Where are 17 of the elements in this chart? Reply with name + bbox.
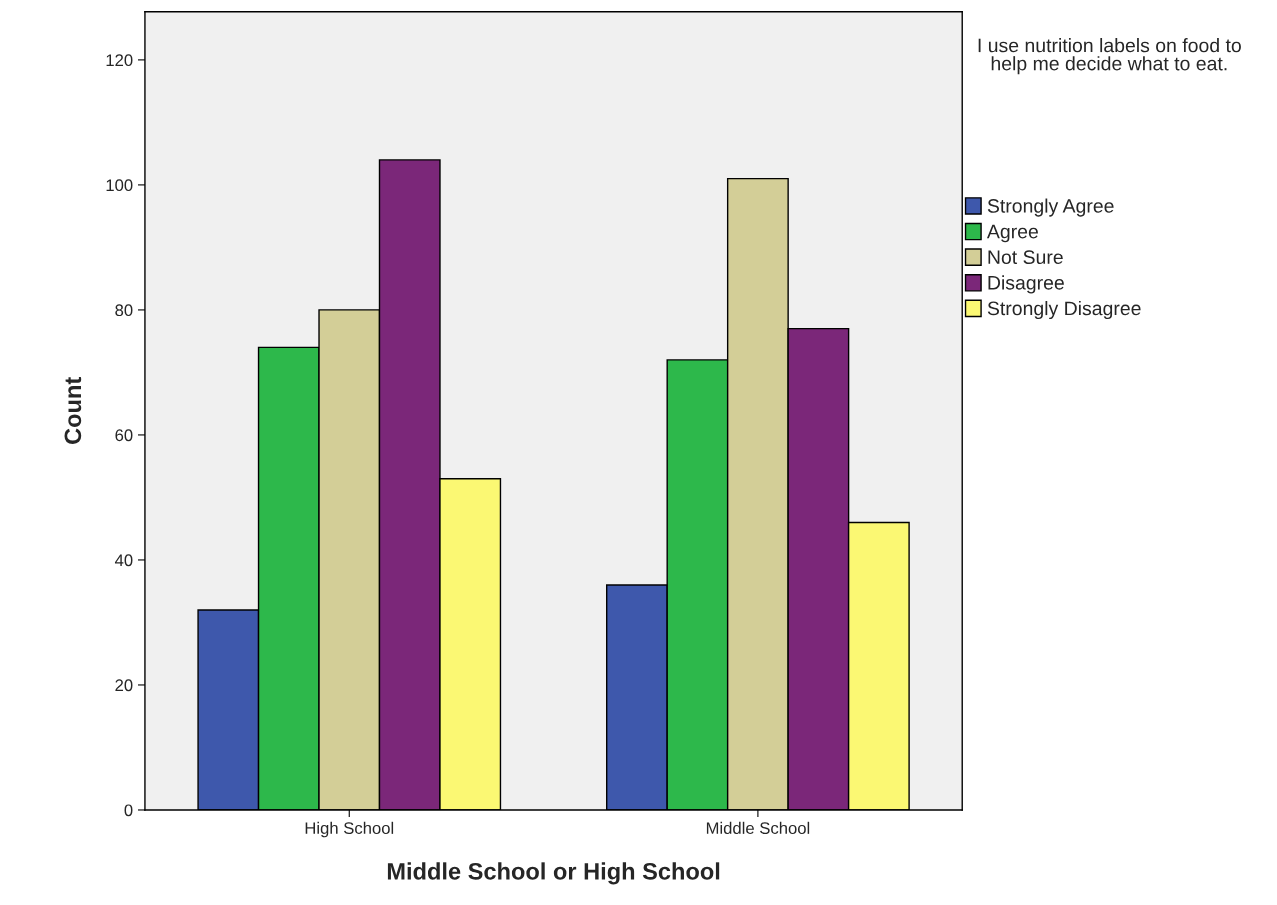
legend-label: Not Sure [988,250,1063,265]
y-axis-title: Count [64,377,82,444]
y-tick-label: 0 [124,804,133,817]
y-tick-label: 20 [115,679,133,692]
x-tick-label: High School [305,821,394,838]
x-tick-label: Middle School [706,821,810,835]
legend-label: Disagree [988,275,1064,294]
y-tick-label: 60 [115,429,133,442]
y-tick-label: 100 [106,179,133,192]
y-tick-label: 120 [106,54,133,67]
legend-label: Strongly Agree [987,198,1114,217]
legend-title: I use nutrition labels on food to help me decide what to eat. [978,38,1241,75]
x-axis-title: Middle School or High School [387,862,720,885]
legend-label: Strongly Disagree [987,300,1141,320]
y-tick-label: 80 [115,304,133,317]
legend-label: Agree [986,224,1038,243]
y-tick-label: 40 [114,554,133,567]
